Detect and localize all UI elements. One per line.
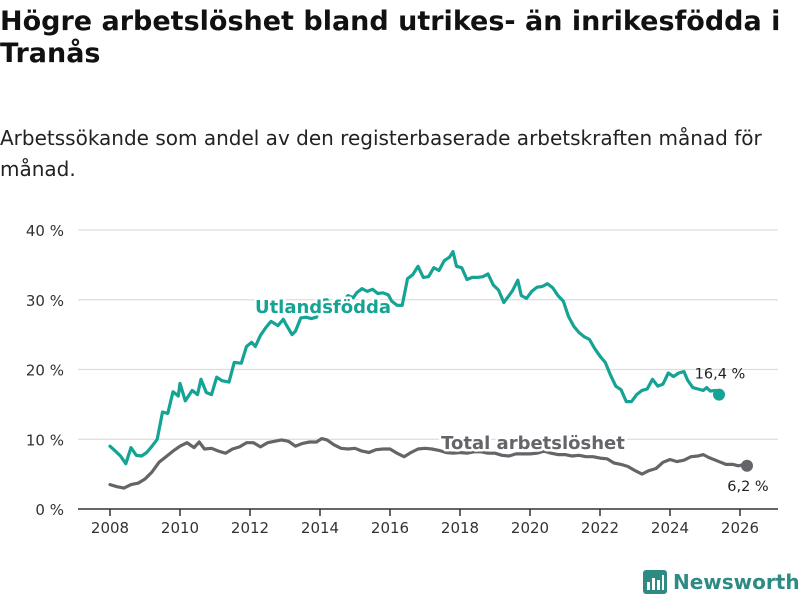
series-label-total: Total arbetslöshet [441, 433, 625, 454]
series-line-total [108, 437, 749, 490]
x-tick-label: 2026 [721, 519, 759, 537]
x-tick-label: 2014 [301, 519, 339, 537]
series-end-marker [741, 459, 753, 472]
y-tick-label: 10 % [26, 431, 64, 449]
y-tick-label: 40 % [26, 222, 64, 240]
series-end-value-label: 6,2 % [727, 479, 768, 495]
x-tick-label: 2012 [231, 519, 269, 537]
chart-subtitle: Arbetssökande som andel av den registerb… [0, 126, 762, 181]
series-labels: 16,4 % 6,2 % Utlandsfödda Total arbetslöshe… [252, 295, 768, 495]
y-tick-label: 30 % [26, 292, 64, 310]
series-lines [108, 250, 753, 490]
x-tick-label: 2020 [511, 519, 549, 537]
x-tick-label: 2022 [581, 519, 619, 537]
y-tick-label: 0 % [35, 501, 64, 519]
series-end-marker [713, 388, 725, 401]
x-tick-label: 2010 [161, 519, 199, 537]
x-axis: 2008 2010 2012 2014 2016 2018 2020 2022 2024 2026 [78, 508, 778, 537]
series-end-value-label: 16,4 % [695, 367, 746, 383]
series-line-utlandsfodda [108, 250, 721, 466]
y-axis: 0 % 10 % 20 % 30 % 40 % [26, 222, 64, 519]
y-tick-label: 20 % [26, 362, 64, 380]
grid-lines [78, 229, 778, 440]
newsworthy-logo: Newsworthy [643, 568, 800, 596]
chart-title: Högre arbetslöshet bland utrikes- än inr… [0, 6, 781, 69]
x-tick-label: 2024 [651, 519, 689, 537]
x-tick-label: 2018 [441, 519, 479, 537]
bar-chart-logo-icon [643, 570, 667, 594]
x-tick-label: 2008 [91, 519, 129, 537]
x-tick-label: 2016 [371, 519, 409, 537]
series-label-utlandsfodda: Utlandsfödda [255, 297, 391, 318]
brand-name: Newsworthy [673, 570, 800, 594]
